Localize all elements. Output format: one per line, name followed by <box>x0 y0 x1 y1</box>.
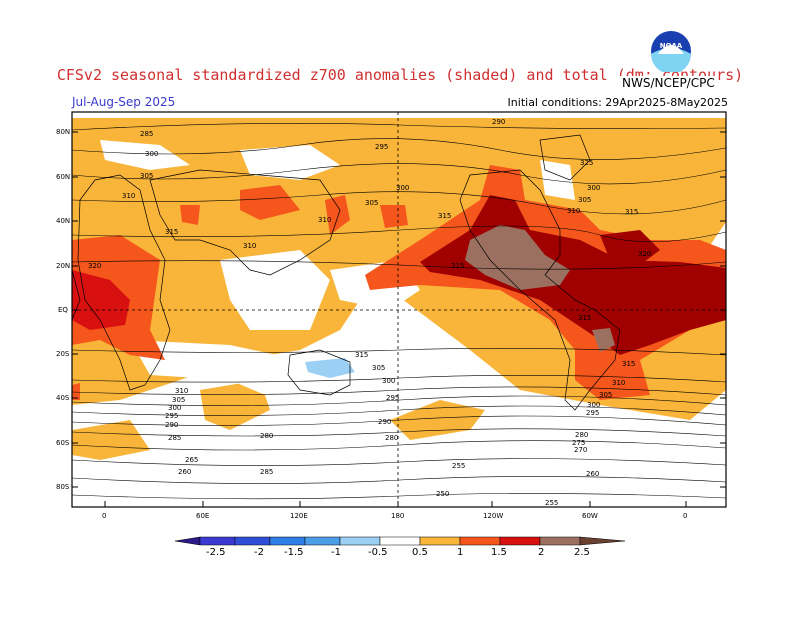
contour-label: 305 <box>365 199 378 207</box>
lat-label: 20N <box>56 262 71 270</box>
contour-label: 300 <box>145 150 158 158</box>
contour-label: 315 <box>355 351 368 359</box>
contour-label: 320 <box>88 262 101 270</box>
contour-label: 310 <box>175 387 188 395</box>
contour-label: 305 <box>372 364 385 372</box>
lat-label: 80S <box>56 483 70 491</box>
contour-label: 315 <box>165 228 178 236</box>
lat-label: 40N <box>56 217 71 225</box>
lon-label: 180 <box>391 512 405 520</box>
contour-label: 300 <box>396 184 409 192</box>
contour-label: 285 <box>260 468 273 476</box>
geopotential-contours <box>72 123 726 500</box>
contour-label: 305 <box>172 396 185 404</box>
contour-label: 315 <box>451 262 464 270</box>
contour-label: 300 <box>587 184 600 192</box>
contour-label: 260 <box>586 470 599 478</box>
colorbar-label: 1 <box>457 547 464 558</box>
colorbar <box>174 536 626 546</box>
lat-label: 40S <box>56 394 70 402</box>
contour-label: 325 <box>580 159 593 167</box>
contour-label: 305 <box>578 196 591 204</box>
contour-label: 275 <box>572 439 585 447</box>
contour-label: 310 <box>612 379 625 387</box>
reference-lines <box>72 112 726 507</box>
contour-label: 295 <box>375 143 388 151</box>
contour-label: 295 <box>586 409 599 417</box>
contour-label: 280 <box>260 432 273 440</box>
contour-label: 315 <box>578 314 591 322</box>
colorbar-label: -2 <box>254 547 264 558</box>
colorbar-label: -2.5 <box>206 547 226 558</box>
contour-label: 315 <box>438 212 451 220</box>
contour-label: 265 <box>185 456 198 464</box>
contour-label: 285 <box>168 434 181 442</box>
lon-label: 0 <box>102 512 107 520</box>
contour-labels: 285 300 295 305 310 315 320 310 310 305 … <box>88 118 651 507</box>
contour-label: 270 <box>574 446 587 454</box>
contour-label: 310 <box>318 216 331 224</box>
colorbar-label: 2.5 <box>574 547 590 558</box>
contour-label: 290 <box>492 118 505 126</box>
lat-label: EQ <box>58 306 68 314</box>
contour-label: 255 <box>452 462 465 470</box>
map-title: CFSv2 seasonal standardized z700 anomali… <box>56 66 744 84</box>
colorbar-label: -1.5 <box>284 547 304 558</box>
lat-label: 80N <box>56 128 71 136</box>
contour-label: 280 <box>385 434 398 442</box>
contour-label: 285 <box>140 130 153 138</box>
contour-label: 300 <box>587 401 600 409</box>
contour-label: 250 <box>436 490 449 498</box>
agency-label: NWS/NCEP/CPC <box>620 76 717 90</box>
contour-label: 305 <box>140 172 153 180</box>
colorbar-label: -0.5 <box>368 547 388 558</box>
contour-label: 300 <box>382 377 395 385</box>
lat-label: 20S <box>56 350 70 358</box>
contour-label: 300 <box>168 404 181 412</box>
contour-label: 255 <box>545 499 558 507</box>
contour-label: 295 <box>386 394 399 402</box>
contour-label: 280 <box>575 431 588 439</box>
contour-label: 310 <box>567 207 580 215</box>
initial-conditions: Initial conditions: 29Apr2025-8May2025 <box>507 96 728 109</box>
logo-text: NOAA <box>660 42 683 50</box>
lon-label: 60E <box>196 512 210 520</box>
contour-label: 305 <box>599 391 612 399</box>
colorbar-label: 0.5 <box>412 547 428 558</box>
forecast-period: Jul-Aug-Sep 2025 <box>72 95 176 109</box>
lat-label: 60S <box>56 439 70 447</box>
lon-label: 0 <box>683 512 688 520</box>
anomaly-shading <box>72 118 726 460</box>
contour-label: 295 <box>165 412 178 420</box>
colorbar-label: -1 <box>331 547 341 558</box>
colorbar-label: 2 <box>538 547 545 558</box>
contour-label: 290 <box>378 418 391 426</box>
contour-label: 290 <box>165 421 178 429</box>
contour-label: 260 <box>178 468 191 476</box>
noaa-logo-icon: NOAA <box>651 31 691 72</box>
contour-label: 315 <box>622 360 635 368</box>
colorbar-label: 1.5 <box>491 547 507 558</box>
contour-label: 310 <box>243 242 256 250</box>
contour-label: 320 <box>638 250 651 258</box>
lat-label: 60N <box>56 173 71 181</box>
lon-label: 120E <box>290 512 308 520</box>
lon-label: 120W <box>483 512 504 520</box>
contour-label: 310 <box>122 192 135 200</box>
contour-label: 315 <box>625 208 638 216</box>
lon-label: 60W <box>582 512 598 520</box>
